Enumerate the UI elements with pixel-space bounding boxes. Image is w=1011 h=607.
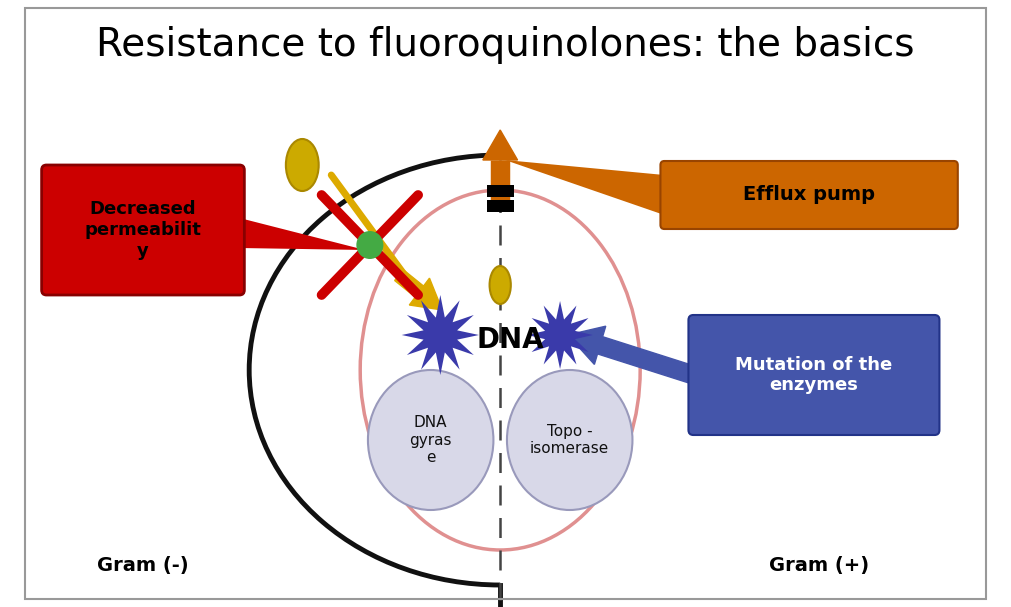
Text: DNA
gyras
e: DNA gyras e <box>409 415 452 465</box>
Ellipse shape <box>489 266 511 304</box>
FancyBboxPatch shape <box>486 200 514 212</box>
FancyBboxPatch shape <box>688 315 939 435</box>
Text: Gram (+): Gram (+) <box>768 555 868 574</box>
Text: Decreased
permeabilit
y: Decreased permeabilit y <box>85 200 201 260</box>
Polygon shape <box>527 301 592 369</box>
Text: Topo -
isomerase: Topo - isomerase <box>530 424 610 456</box>
Ellipse shape <box>286 139 318 191</box>
FancyArrow shape <box>568 326 696 384</box>
Polygon shape <box>506 160 664 215</box>
Text: Efflux pump: Efflux pump <box>743 186 876 205</box>
FancyBboxPatch shape <box>660 161 957 229</box>
Circle shape <box>356 231 383 259</box>
Text: Mutation of the
enzymes: Mutation of the enzymes <box>735 356 893 395</box>
FancyBboxPatch shape <box>41 165 245 295</box>
Text: Resistance to fluoroquinolones: the basics: Resistance to fluoroquinolones: the basi… <box>96 26 915 64</box>
Polygon shape <box>240 218 365 250</box>
Text: DNA: DNA <box>476 326 544 354</box>
Polygon shape <box>401 295 479 375</box>
FancyArrow shape <box>394 270 442 310</box>
Polygon shape <box>483 130 518 160</box>
Ellipse shape <box>368 370 493 510</box>
Text: Gram (-): Gram (-) <box>97 555 189 574</box>
FancyBboxPatch shape <box>486 185 514 197</box>
Ellipse shape <box>507 370 633 510</box>
